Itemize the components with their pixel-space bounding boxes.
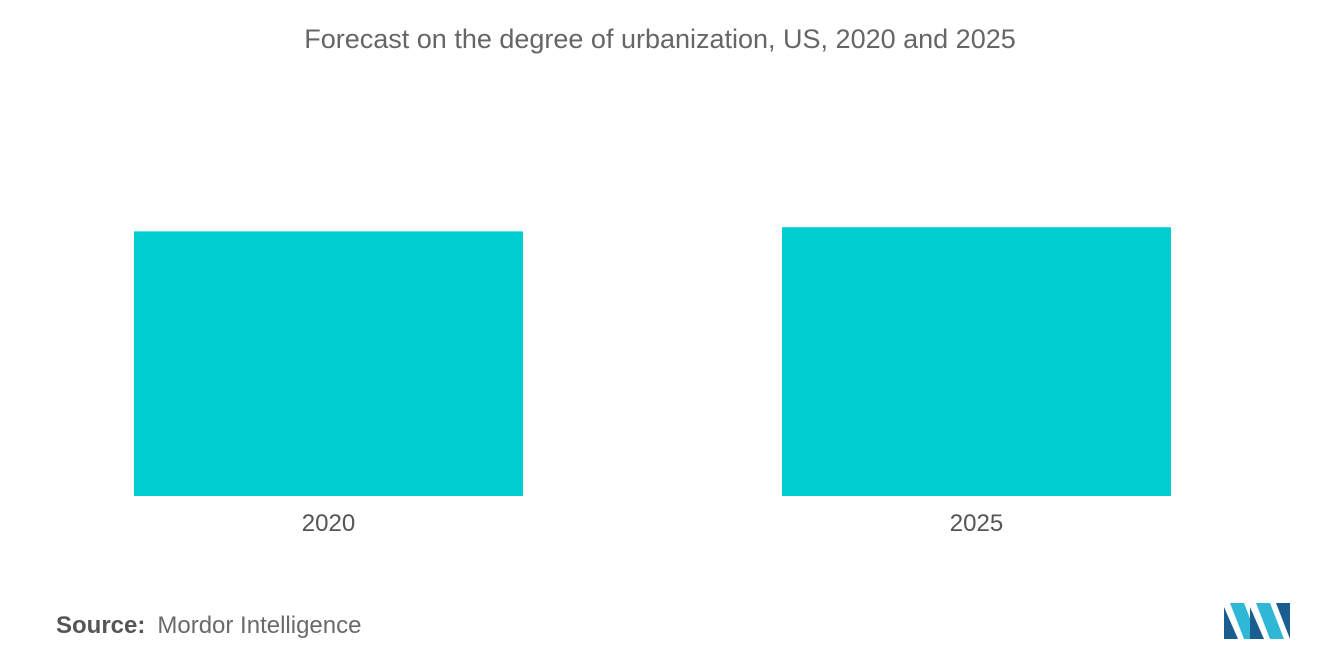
bars-group [134, 227, 1171, 497]
bar-2025 [782, 227, 1171, 496]
bar-2020 [134, 231, 523, 497]
source-label: Source: [56, 612, 146, 639]
x-tick-labels-group: 2020 2025 [302, 510, 1003, 537]
x-tick-label-2020: 2020 [302, 510, 355, 537]
source-value: Mordor Intelligence [157, 612, 362, 639]
chart-title: Forecast on the degree of urbanization, … [304, 24, 1016, 54]
mordor-logo-icon [1224, 603, 1290, 639]
x-tick-label-2025: 2025 [950, 510, 1003, 537]
source-note: Source: Mordor Intelligence [56, 612, 361, 640]
bar-chart: 2020 2025 [134, 227, 1171, 537]
